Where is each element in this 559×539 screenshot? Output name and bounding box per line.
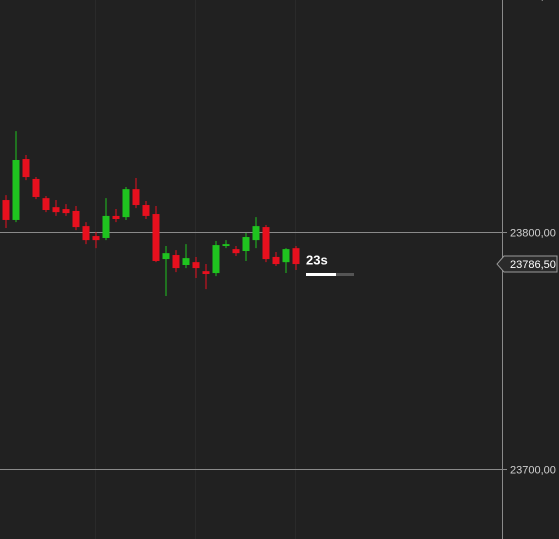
candle-body [182, 258, 190, 265]
candle-body [12, 159, 20, 220]
candle-body [192, 262, 200, 269]
candle-body [262, 227, 270, 260]
candle-body [152, 214, 160, 261]
candle-body [72, 210, 80, 228]
candle-body [62, 209, 70, 214]
candle-body [32, 178, 40, 197]
candle-body [252, 226, 260, 241]
timer-progress [306, 273, 336, 276]
candle-body [282, 249, 290, 263]
last-price-label: 23786,50 [510, 259, 556, 271]
candle-body [92, 236, 100, 241]
candle-body [172, 255, 180, 269]
y-tick-label: 23800,00 [510, 227, 556, 239]
candle-body [162, 253, 170, 260]
y-tick-label: 23900,00 [510, 0, 556, 2]
candle-body [232, 249, 240, 254]
candle-body [222, 244, 230, 247]
y-tick-label: 23700,00 [510, 464, 556, 476]
candle-body [272, 256, 280, 265]
candle-body [122, 189, 130, 218]
candle-body [112, 215, 120, 220]
candle-body [22, 159, 30, 178]
candle-body [132, 189, 140, 206]
last-price-tag [496, 255, 558, 273]
candle-body [292, 248, 300, 265]
candle-body [212, 245, 220, 274]
candle-body [142, 205, 150, 216]
candle-body [242, 237, 250, 252]
candle-body [52, 207, 60, 213]
candle-body [82, 226, 90, 241]
candle-body [202, 271, 210, 275]
candle-timer: 23s [306, 252, 328, 267]
candle-body [102, 215, 110, 238]
candle-body [42, 198, 50, 211]
candle-body [2, 200, 10, 220]
